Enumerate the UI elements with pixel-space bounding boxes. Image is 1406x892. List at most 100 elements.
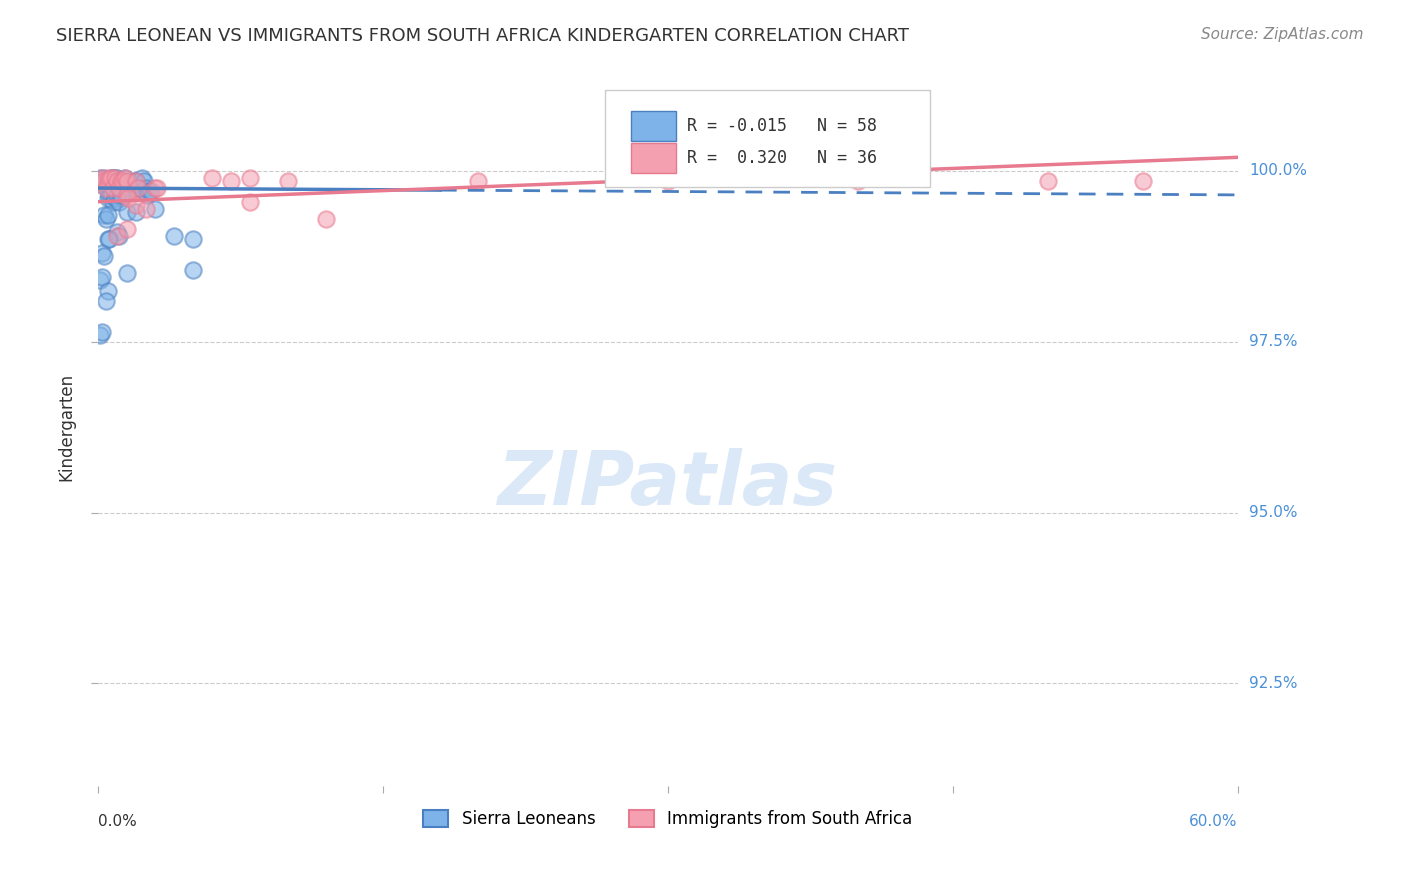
Point <box>125 198 148 212</box>
Point <box>105 174 128 188</box>
Point <box>89 273 111 287</box>
Point <box>93 174 115 188</box>
FancyBboxPatch shape <box>631 111 676 141</box>
Point <box>131 170 153 185</box>
Point <box>90 269 112 284</box>
Point <box>111 174 134 188</box>
Point <box>128 181 150 195</box>
Point <box>108 181 131 195</box>
Point <box>146 181 169 195</box>
Point <box>103 170 125 185</box>
Point <box>97 208 120 222</box>
Point <box>201 170 224 185</box>
Point <box>135 202 157 216</box>
Point <box>141 185 163 199</box>
Point <box>127 181 149 195</box>
Point <box>105 187 128 202</box>
Point <box>111 174 134 188</box>
Point <box>132 174 155 188</box>
Point <box>114 170 136 185</box>
Text: 92.5%: 92.5% <box>1249 676 1298 690</box>
Point <box>143 202 166 216</box>
Point <box>135 181 157 195</box>
Point <box>103 194 125 209</box>
Point <box>239 194 262 209</box>
Point <box>97 232 120 246</box>
Point <box>98 232 121 246</box>
Point <box>125 205 148 219</box>
Point <box>103 181 125 195</box>
Point <box>104 170 127 185</box>
Point <box>93 208 115 222</box>
Point <box>115 222 138 236</box>
Point <box>98 170 121 185</box>
Point <box>1132 174 1154 188</box>
Point <box>100 170 122 185</box>
FancyBboxPatch shape <box>605 90 929 186</box>
Point <box>90 246 112 260</box>
Point <box>219 174 242 188</box>
Text: ZIPatlas: ZIPatlas <box>498 448 838 521</box>
Point <box>108 178 131 192</box>
Point <box>121 178 143 192</box>
Point <box>104 191 127 205</box>
Point <box>143 181 166 195</box>
Point <box>138 185 160 199</box>
Text: 60.0%: 60.0% <box>1189 814 1237 830</box>
Point <box>117 191 139 205</box>
Point <box>136 187 159 202</box>
Point <box>181 263 204 277</box>
Text: R = -0.015   N = 58: R = -0.015 N = 58 <box>688 117 877 135</box>
Point <box>90 170 112 185</box>
Legend: Sierra Leoneans, Immigrants from South Africa: Sierra Leoneans, Immigrants from South A… <box>416 804 920 835</box>
Point <box>90 325 112 339</box>
Point <box>105 228 128 243</box>
Text: Source: ZipAtlas.com: Source: ZipAtlas.com <box>1201 27 1364 42</box>
Point <box>105 226 128 240</box>
Point <box>163 228 186 243</box>
Point <box>125 174 148 188</box>
Point <box>110 178 132 192</box>
Point <box>104 170 127 185</box>
Point <box>115 267 138 281</box>
Point <box>181 232 204 246</box>
Point <box>105 170 128 185</box>
Point <box>90 178 112 192</box>
Y-axis label: Kindergarten: Kindergarten <box>58 373 75 481</box>
Point <box>94 178 117 192</box>
Point <box>98 178 121 192</box>
Point <box>100 187 122 202</box>
Text: 95.0%: 95.0% <box>1249 505 1298 520</box>
Point <box>100 170 122 185</box>
Text: R =  0.320   N = 36: R = 0.320 N = 36 <box>688 149 877 167</box>
Point <box>115 174 138 188</box>
Point <box>94 293 117 308</box>
Point <box>89 174 111 188</box>
Point <box>110 187 132 202</box>
Point <box>127 181 149 195</box>
Point <box>89 327 111 342</box>
Point <box>114 170 136 185</box>
Point <box>122 174 145 188</box>
FancyBboxPatch shape <box>631 143 676 173</box>
Point <box>120 181 142 195</box>
Point <box>467 174 489 188</box>
Point <box>94 181 117 195</box>
Point <box>97 174 120 188</box>
Point <box>93 249 115 263</box>
Point <box>115 187 138 202</box>
Point <box>93 170 115 185</box>
Text: 0.0%: 0.0% <box>98 814 136 830</box>
Point <box>108 228 131 243</box>
Point <box>846 174 869 188</box>
Point <box>97 284 120 298</box>
Point <box>98 187 121 202</box>
Point <box>97 174 120 188</box>
Point <box>110 174 132 188</box>
Point <box>115 205 138 219</box>
Point <box>657 174 679 188</box>
Point <box>108 194 131 209</box>
Point <box>117 181 139 195</box>
Point <box>1036 174 1059 188</box>
Point <box>97 191 120 205</box>
